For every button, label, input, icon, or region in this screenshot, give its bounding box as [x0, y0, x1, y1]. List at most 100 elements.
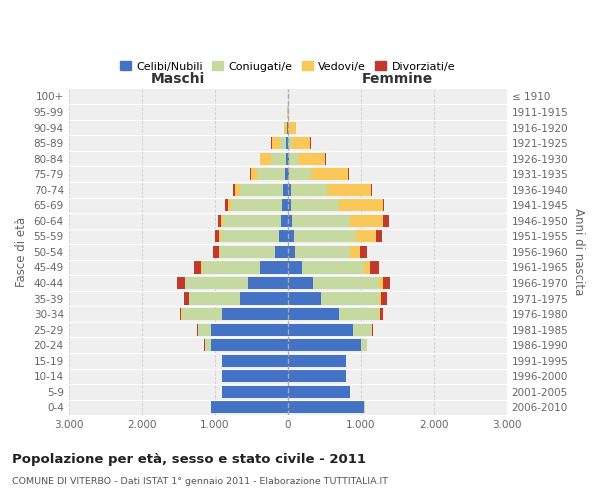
Bar	[280, 137, 286, 149]
Bar	[205, 339, 211, 351]
Bar	[356, 230, 376, 242]
Bar	[287, 292, 320, 304]
Bar	[339, 199, 383, 211]
Bar	[250, 168, 251, 180]
Bar	[257, 168, 285, 180]
Bar	[279, 230, 287, 242]
Bar	[182, 308, 222, 320]
Bar	[271, 152, 286, 164]
Bar	[287, 184, 290, 196]
Bar	[211, 339, 287, 351]
Bar	[371, 324, 373, 336]
Bar	[320, 292, 379, 304]
Bar	[282, 199, 287, 211]
Bar	[292, 137, 310, 149]
Bar	[287, 308, 339, 320]
Bar	[361, 339, 367, 351]
Bar	[287, 199, 292, 211]
Bar	[289, 152, 298, 164]
Bar	[283, 184, 287, 196]
Bar	[383, 215, 389, 227]
Text: Maschi: Maschi	[151, 72, 205, 86]
Bar	[289, 122, 296, 134]
Bar	[286, 137, 287, 149]
Bar	[201, 262, 202, 274]
Bar	[290, 184, 327, 196]
Bar	[218, 215, 221, 227]
Y-axis label: Fasce di età: Fasce di età	[15, 217, 28, 287]
Bar	[221, 215, 223, 227]
Y-axis label: Anni di nascita: Anni di nascita	[572, 208, 585, 296]
Bar	[177, 277, 185, 289]
Bar	[364, 262, 370, 274]
Bar	[287, 339, 361, 351]
Bar	[287, 152, 289, 164]
Bar	[302, 262, 364, 274]
Bar	[287, 262, 302, 274]
Bar	[223, 215, 281, 227]
Bar	[287, 324, 353, 336]
Bar	[221, 230, 279, 242]
Bar	[379, 308, 380, 320]
Bar	[235, 184, 239, 196]
Bar	[220, 230, 221, 242]
Bar	[215, 230, 220, 242]
Bar	[287, 168, 289, 180]
Bar	[272, 137, 280, 149]
Bar	[228, 199, 231, 211]
Bar	[233, 184, 235, 196]
Bar	[287, 230, 293, 242]
Bar	[239, 184, 283, 196]
Bar	[251, 168, 257, 180]
Bar	[281, 215, 287, 227]
Bar	[248, 277, 287, 289]
Bar	[287, 370, 346, 382]
Bar	[289, 168, 311, 180]
Bar	[327, 184, 371, 196]
Bar	[213, 246, 219, 258]
Bar	[287, 246, 295, 258]
Bar	[379, 277, 383, 289]
Text: Popolazione per età, sesso e stato civile - 2011: Popolazione per età, sesso e stato civil…	[12, 452, 366, 466]
Bar	[360, 246, 367, 258]
Text: COMUNE DI VITERBO - Dati ISTAT 1° gennaio 2011 - Elaborazione TUTTITALIA.IT: COMUNE DI VITERBO - Dati ISTAT 1° gennai…	[12, 478, 388, 486]
Bar	[287, 354, 346, 367]
Bar	[185, 277, 248, 289]
Bar	[288, 106, 289, 118]
Bar	[225, 199, 228, 211]
Bar	[211, 402, 287, 413]
Bar	[211, 324, 287, 336]
Bar	[287, 277, 313, 289]
Bar	[350, 215, 383, 227]
Bar	[231, 199, 282, 211]
Bar	[222, 386, 287, 398]
Bar	[287, 402, 364, 413]
Bar	[222, 354, 287, 367]
Bar	[180, 308, 181, 320]
Bar	[383, 199, 385, 211]
Bar	[260, 262, 287, 274]
Bar	[313, 277, 379, 289]
Bar	[286, 152, 287, 164]
Bar	[353, 324, 371, 336]
Bar	[240, 292, 287, 304]
Bar	[311, 168, 347, 180]
Bar	[260, 152, 271, 164]
Bar	[285, 168, 287, 180]
Bar	[287, 215, 292, 227]
Legend: Celibi/Nubili, Coniugati/e, Vedovi/e, Divorziati/e: Celibi/Nubili, Coniugati/e, Vedovi/e, Di…	[116, 56, 460, 76]
Bar	[194, 262, 201, 274]
Text: Femmine: Femmine	[362, 72, 433, 86]
Bar	[222, 308, 287, 320]
Bar	[220, 246, 275, 258]
Bar	[184, 292, 189, 304]
Bar	[292, 199, 339, 211]
Bar	[189, 292, 240, 304]
Bar	[292, 215, 350, 227]
Bar	[289, 137, 292, 149]
Bar	[293, 230, 356, 242]
Bar	[350, 246, 360, 258]
Bar	[383, 277, 390, 289]
Bar	[381, 292, 387, 304]
Bar	[219, 246, 220, 258]
